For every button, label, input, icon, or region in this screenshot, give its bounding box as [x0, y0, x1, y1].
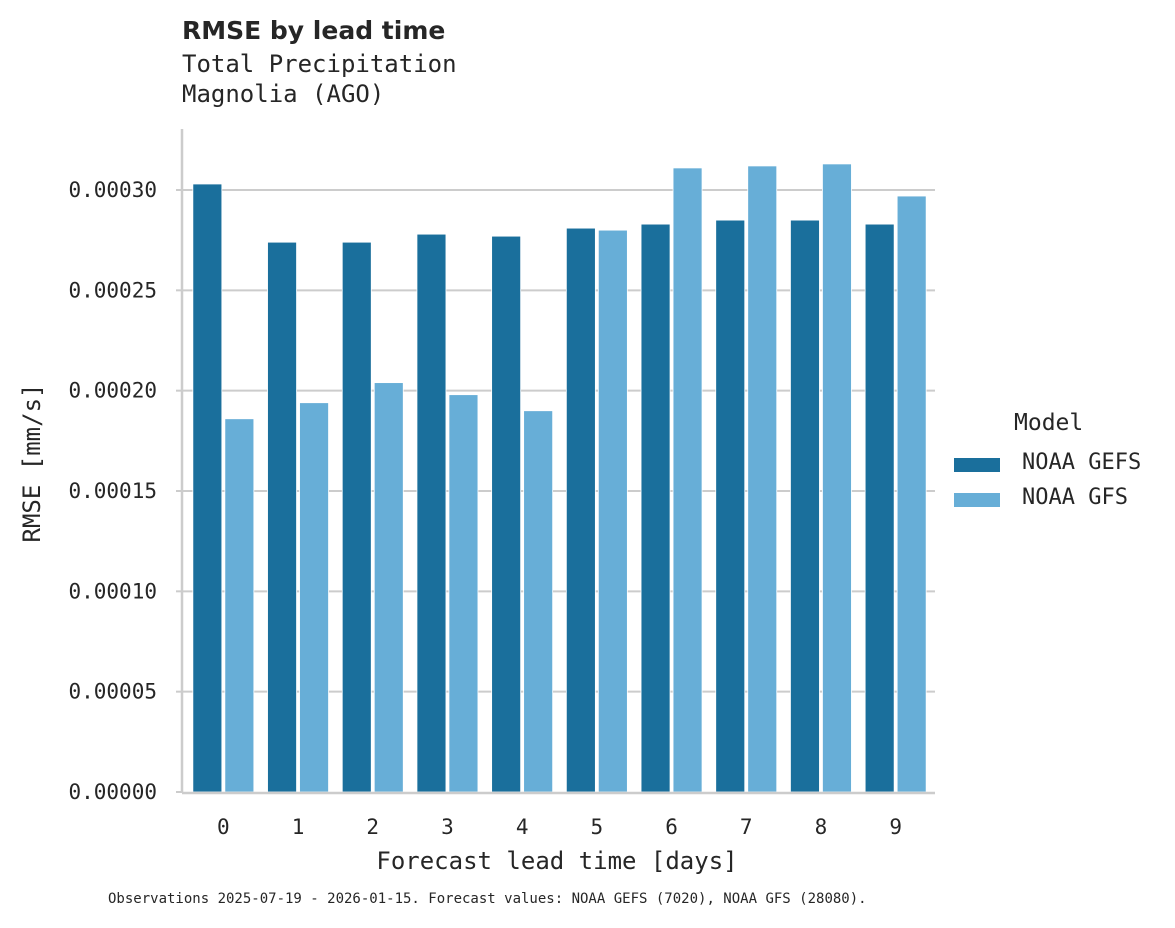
bar-gfs-2 — [373, 382, 404, 793]
bar-gefs-5 — [565, 227, 596, 793]
bar-gefs-2 — [341, 241, 372, 793]
y-tick-label: 0.00000 — [68, 780, 157, 804]
x-tick-label: 0 — [217, 815, 230, 839]
bar-gefs-4 — [491, 235, 522, 793]
chart-subtitle-location: Magnolia (AGO) — [182, 80, 385, 108]
chart-footer: Observations 2025-07-19 - 2026-01-15. Fo… — [108, 891, 867, 907]
y-tick-label: 0.00020 — [68, 379, 157, 403]
y-tick-label: 0.00030 — [68, 178, 157, 202]
x-tick-label: 3 — [441, 815, 454, 839]
legend-swatch-gfs — [954, 493, 1000, 507]
bar-gfs-0 — [224, 418, 255, 793]
legend-title: Model — [1014, 410, 1084, 436]
bar-gfs-9 — [896, 195, 927, 793]
legend-label-gefs: NOAA GEFS — [1022, 450, 1142, 475]
legend-item-gfs: NOAA GFS — [952, 485, 1172, 517]
x-tick-label: 2 — [366, 815, 379, 839]
x-tick-label: 8 — [815, 815, 828, 839]
y-tick-label: 0.00005 — [68, 680, 157, 704]
x-tick-label: 5 — [591, 815, 604, 839]
x-tick-label: 7 — [740, 815, 753, 839]
bar-gefs-9 — [864, 223, 895, 793]
bar-gfs-1 — [299, 402, 329, 793]
bar-gefs-0 — [192, 183, 223, 793]
bar-gefs-1 — [267, 241, 297, 793]
x-tick-label: 9 — [889, 815, 902, 839]
bar-gefs-3 — [416, 233, 447, 793]
legend-label-gfs: NOAA GFS — [1022, 485, 1128, 510]
bar-gefs-7 — [715, 219, 746, 793]
x-tick-label: 1 — [292, 815, 305, 839]
x-axis-label: Forecast lead time [days] — [376, 847, 737, 875]
bar-gfs-3 — [448, 394, 479, 793]
y-tick-label: 0.00015 — [68, 479, 157, 503]
bar-gfs-7 — [747, 165, 778, 793]
bar-gefs-6 — [640, 223, 671, 793]
y-axis-label: RMSE [mm/s] — [18, 384, 46, 543]
legend-swatch-gefs — [954, 458, 1000, 472]
y-tick-label: 0.00025 — [68, 278, 157, 302]
bar-gfs-6 — [672, 167, 703, 793]
bar-gfs-5 — [597, 229, 628, 793]
bar-gefs-8 — [790, 219, 820, 793]
bar-gfs-8 — [822, 163, 852, 793]
chart-title: RMSE by lead time — [182, 16, 446, 45]
chart-subtitle-variable: Total Precipitation — [182, 50, 457, 78]
x-tick-label: 4 — [516, 815, 529, 839]
y-tick-label: 0.00010 — [68, 579, 157, 603]
bar-gfs-4 — [523, 410, 554, 793]
legend-item-gefs: NOAA GEFS — [952, 450, 1172, 482]
x-tick-label: 6 — [665, 815, 678, 839]
